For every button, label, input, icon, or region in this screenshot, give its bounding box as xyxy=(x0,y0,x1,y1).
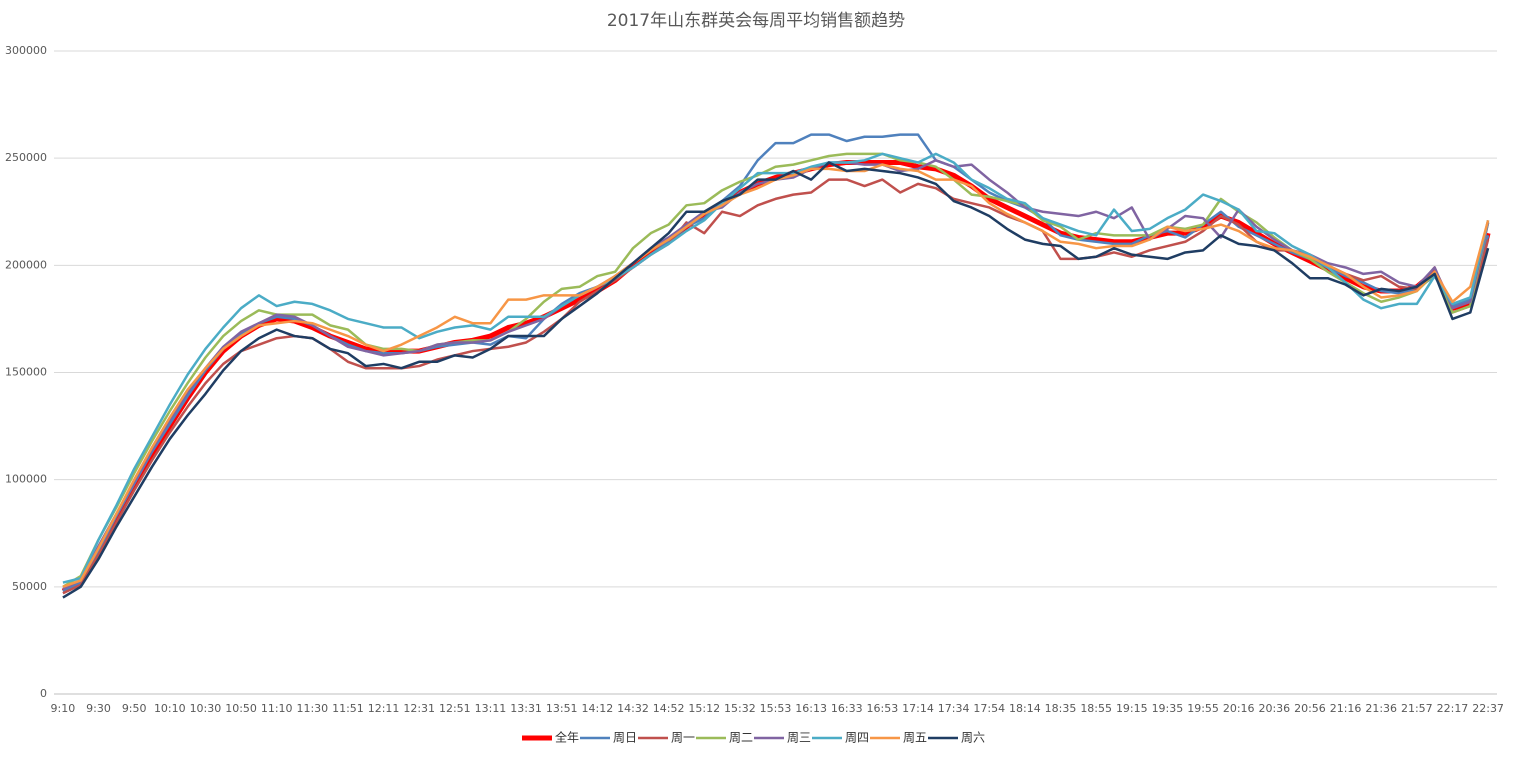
series-line xyxy=(62,161,1490,599)
x-tick-label: 19:15 xyxy=(1116,702,1148,715)
x-tick-label: 17:14 xyxy=(902,702,934,715)
legend-label: 周日 xyxy=(613,731,637,745)
series-line xyxy=(61,159,1491,594)
x-tick-label: 19:55 xyxy=(1187,702,1219,715)
series-line xyxy=(62,133,1490,593)
x-tick-label: 9:50 xyxy=(122,702,147,715)
x-tick-label: 17:54 xyxy=(973,702,1005,715)
x-tick-label: 12:51 xyxy=(439,702,471,715)
x-tick-label: 20:56 xyxy=(1294,702,1326,715)
x-tick-label: 13:51 xyxy=(546,702,578,715)
legend-label: 周三 xyxy=(787,731,811,745)
legend-label: 周一 xyxy=(671,731,695,745)
series-line xyxy=(62,152,1490,588)
x-tick-label: 16:33 xyxy=(831,702,863,715)
x-tick-label: 19:35 xyxy=(1152,702,1184,715)
x-tick-label: 15:53 xyxy=(760,702,792,715)
x-tick-label: 11:10 xyxy=(261,702,293,715)
series-line xyxy=(62,163,1490,589)
legend-label: 周六 xyxy=(961,731,985,745)
legend-label: 周五 xyxy=(903,731,927,745)
y-tick-label: 0 xyxy=(40,687,47,700)
y-tick-label: 250000 xyxy=(5,151,47,164)
x-tick-label: 20:16 xyxy=(1223,702,1255,715)
legend-label: 周四 xyxy=(845,731,869,745)
x-tick-label: 14:32 xyxy=(617,702,649,715)
x-tick-label: 14:12 xyxy=(582,702,614,715)
y-tick-label: 300000 xyxy=(5,44,47,57)
x-tick-label: 10:30 xyxy=(190,702,222,715)
x-tick-label: 18:14 xyxy=(1009,702,1041,715)
x-tick-label: 12:31 xyxy=(403,702,435,715)
x-tick-label: 10:10 xyxy=(154,702,186,715)
x-tick-label: 14:52 xyxy=(653,702,685,715)
x-tick-label: 13:31 xyxy=(510,702,542,715)
x-tick-label: 12:11 xyxy=(368,702,400,715)
x-tick-label: 15:32 xyxy=(724,702,756,715)
x-tick-label: 16:53 xyxy=(867,702,899,715)
x-tick-label: 13:11 xyxy=(475,702,507,715)
x-tick-label: 11:51 xyxy=(332,702,364,715)
series-line xyxy=(62,159,1490,591)
x-tick-label: 9:30 xyxy=(86,702,111,715)
x-tick-label: 16:13 xyxy=(795,702,827,715)
x-tick-label: 22:17 xyxy=(1437,702,1469,715)
y-tick-label: 200000 xyxy=(5,258,47,271)
y-tick-label: 100000 xyxy=(5,473,47,486)
x-tick-label: 20:36 xyxy=(1258,702,1290,715)
x-tick-label: 17:34 xyxy=(938,702,970,715)
x-tick-label: 21:36 xyxy=(1365,702,1397,715)
series-line xyxy=(62,152,1490,584)
x-tick-label: 18:35 xyxy=(1045,702,1077,715)
legend-label: 全年 xyxy=(555,730,579,745)
x-tick-label: 15:12 xyxy=(688,702,720,715)
x-tick-label: 21:16 xyxy=(1330,702,1362,715)
y-tick-label: 50000 xyxy=(12,580,47,593)
x-tick-label: 22:37 xyxy=(1472,702,1504,715)
legend-label: 周二 xyxy=(729,731,753,745)
x-tick-label: 21:57 xyxy=(1401,702,1433,715)
x-tick-label: 11:30 xyxy=(296,702,328,715)
y-tick-label: 150000 xyxy=(5,366,47,379)
x-tick-label: 18:55 xyxy=(1080,702,1112,715)
x-tick-label: 10:50 xyxy=(225,702,257,715)
chart-title: 2017年山东群英会每周平均销售额趋势 xyxy=(607,11,905,31)
x-tick-label: 9:10 xyxy=(51,702,76,715)
